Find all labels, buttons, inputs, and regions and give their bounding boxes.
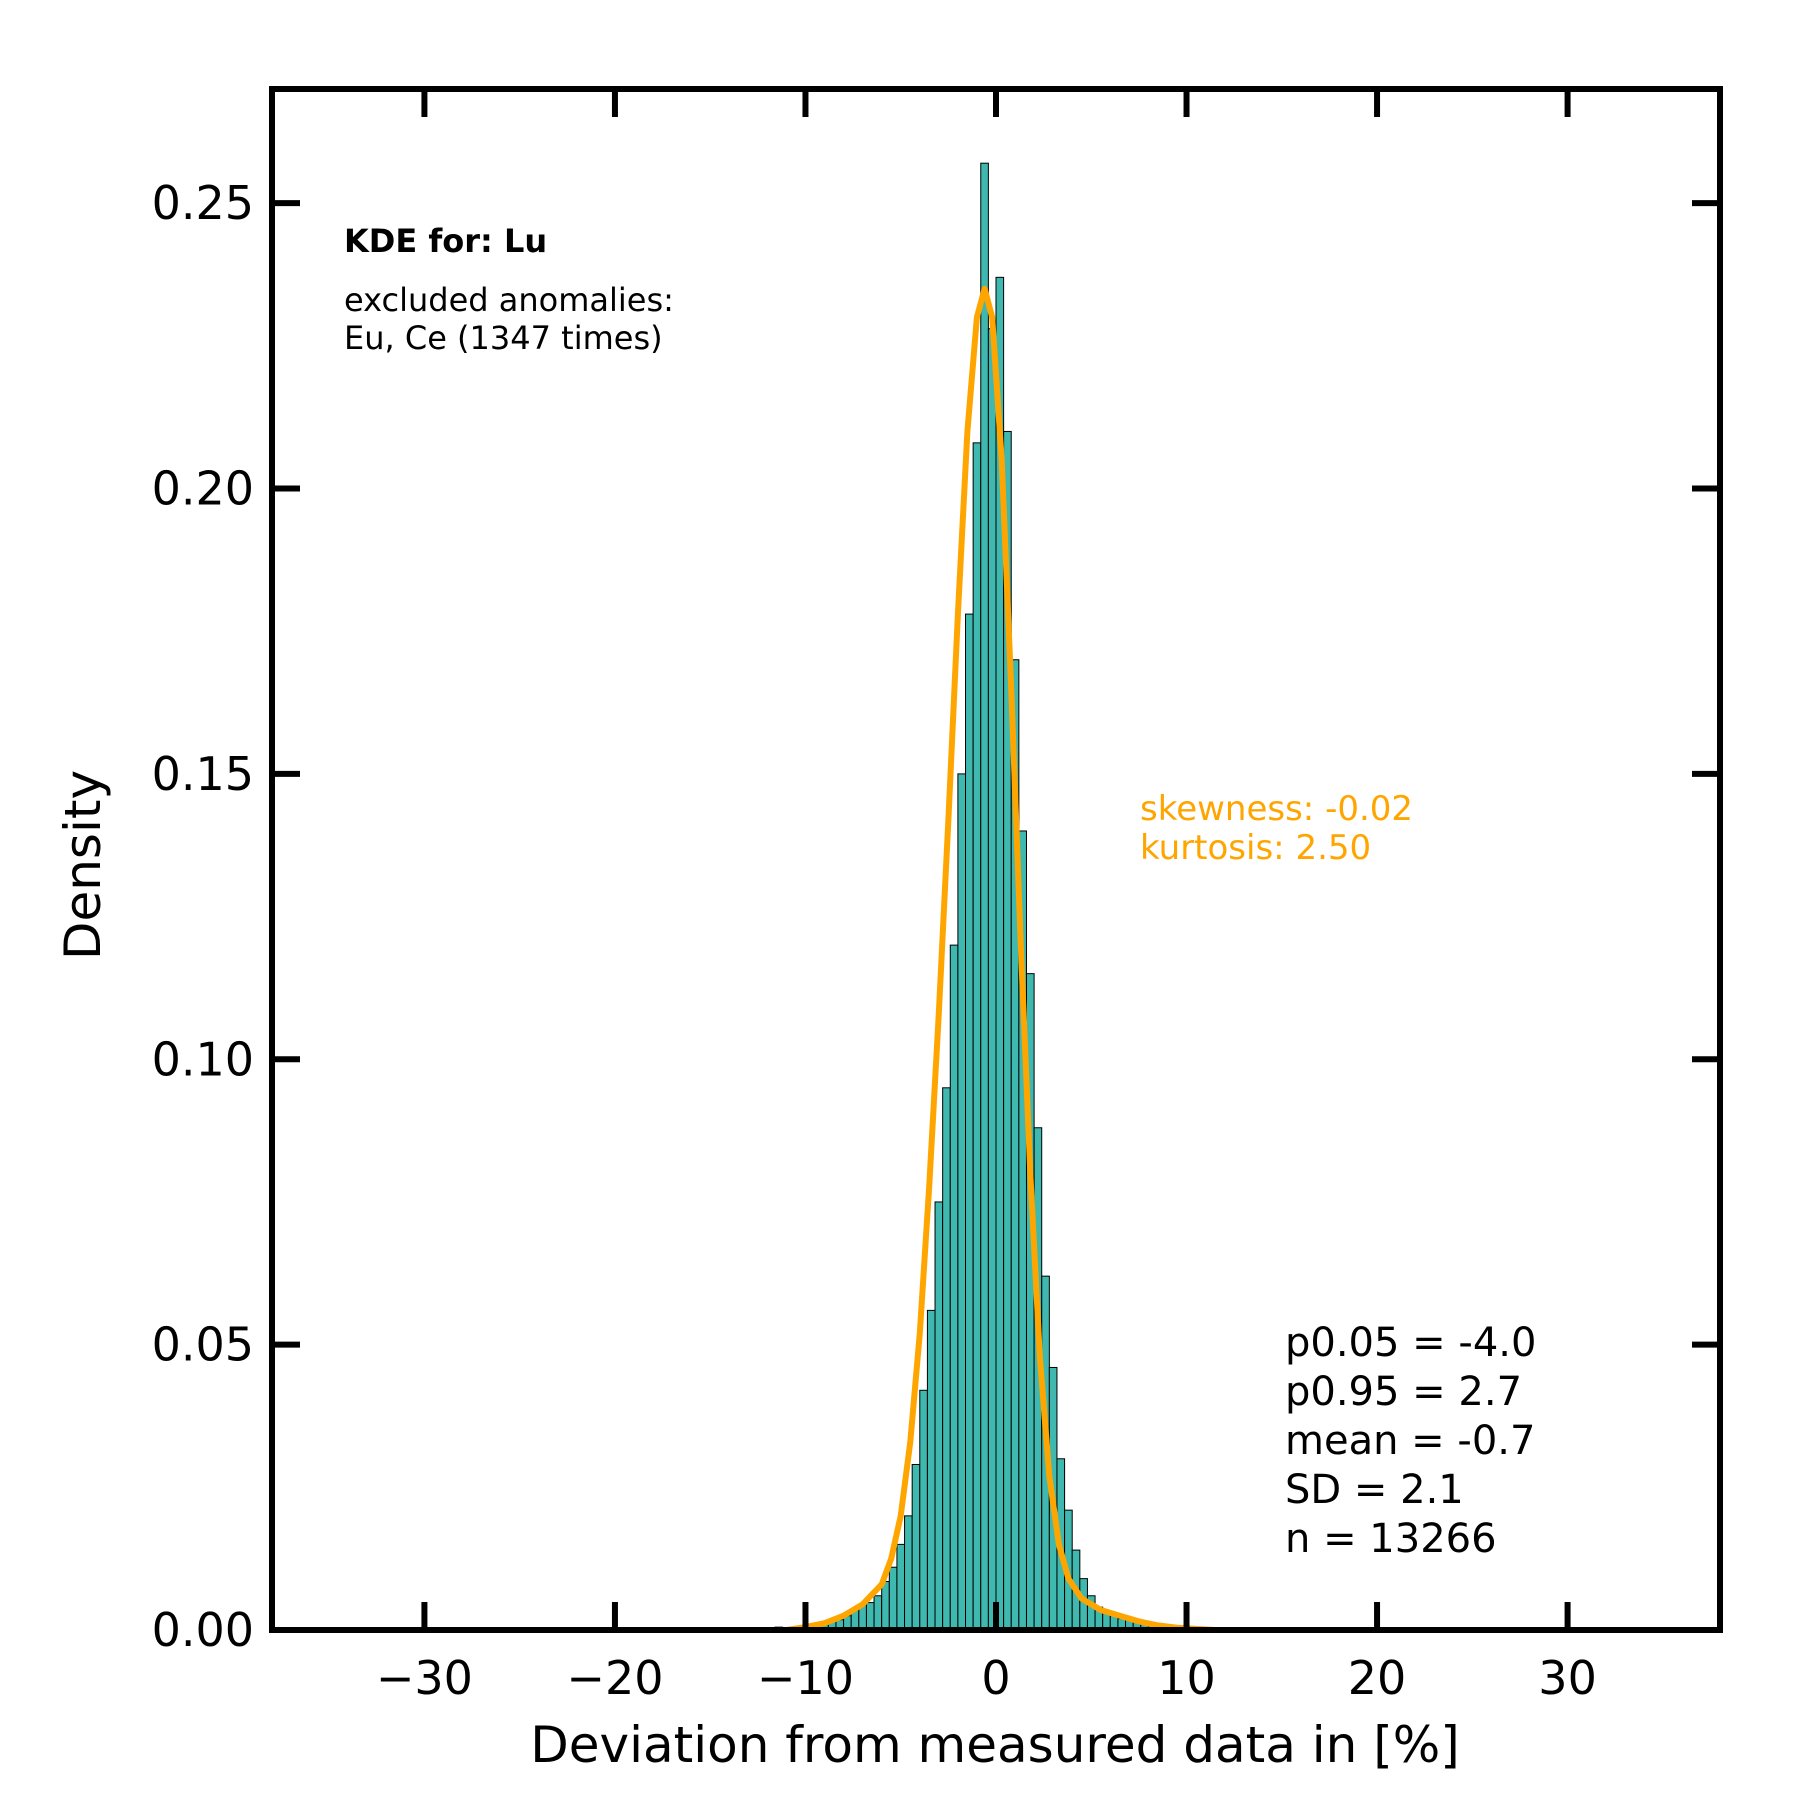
y-tick-label: 0.05 (152, 1318, 254, 1372)
histogram-bar (904, 1515, 913, 1631)
y-tick-label: 0.15 (152, 747, 254, 801)
histogram-bar (987, 328, 997, 1631)
x-tick-label: 30 (1538, 1651, 1597, 1705)
plot-frame (269, 86, 1723, 1633)
histogram-bar (888, 1566, 898, 1631)
x-tick-label: −10 (757, 1651, 854, 1705)
histogram-bar (896, 1543, 906, 1631)
histogram-bar (934, 1201, 944, 1631)
axis-ticks (272, 89, 1720, 1633)
x-tick-label: −30 (376, 1651, 473, 1705)
histogram-bar (873, 1595, 883, 1631)
excluded-anomalies-label: excluded anomalies: (344, 281, 674, 319)
p005-stat: p0.05 = -4.0 (1285, 1320, 1536, 1366)
y-tick-label: 0.25 (152, 176, 254, 230)
y-tick-label: 0.00 (152, 1603, 254, 1657)
y-axis-label: Density (54, 770, 112, 960)
histogram-bar (926, 1309, 936, 1631)
histogram-bar (919, 1389, 928, 1631)
histogram-bar (980, 162, 989, 1631)
histogram-bar (965, 613, 974, 1631)
axis-tick-labels: −30 −20 −10 0 10 20 30 0.00 0.05 0.10 0.15 0.20 0.25 (152, 176, 1597, 1705)
sd-stat: SD = 2.1 (1285, 1467, 1464, 1513)
x-tick-label: −20 (566, 1651, 663, 1705)
excluded-anomalies-value: Eu, Ce (1347 times) (344, 319, 663, 357)
y-tick-label: 0.20 (152, 462, 254, 516)
histogram-bar (881, 1580, 890, 1631)
kde-title: KDE for: Lu (344, 222, 547, 260)
mean-stat: mean = -0.7 (1285, 1418, 1535, 1464)
y-tick-label: 0.10 (152, 1032, 254, 1086)
histogram-bar (957, 773, 967, 1631)
histogram-bar (949, 944, 959, 1631)
histogram-bar (972, 442, 982, 1631)
x-tick-label: 10 (1157, 1651, 1216, 1705)
x-tick-label: 0 (981, 1651, 1010, 1705)
kurtosis-stat: kurtosis: 2.50 (1140, 828, 1371, 868)
x-axis-label: Deviation from measured data in [%] (530, 1716, 1460, 1774)
histogram-bar (942, 1087, 951, 1631)
n-stat: n = 13266 (1285, 1516, 1497, 1562)
x-tick-label: 20 (1348, 1651, 1407, 1705)
p095-stat: p0.95 = 2.7 (1285, 1369, 1522, 1415)
histogram-bar (911, 1463, 921, 1631)
histogram-bar (865, 1602, 875, 1631)
kde-curve (783, 285, 1219, 1633)
skewness-stat: skewness: -0.02 (1140, 789, 1413, 829)
